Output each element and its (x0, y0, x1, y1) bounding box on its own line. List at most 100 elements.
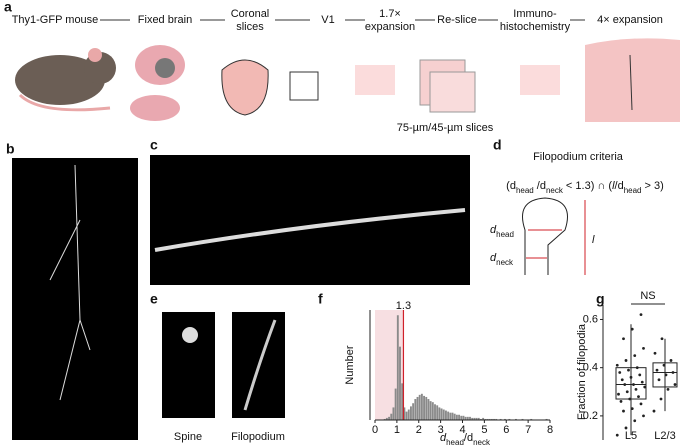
bar (447, 411, 450, 420)
bar (464, 416, 467, 420)
bar (455, 414, 458, 420)
point (624, 426, 628, 430)
point (624, 359, 628, 362)
bar (445, 410, 447, 420)
y-tick-label: 0.2 (583, 410, 598, 422)
formula-part: head (624, 186, 642, 195)
point (669, 359, 673, 362)
x-axis-label-part: d (440, 432, 447, 444)
point (633, 419, 637, 423)
panel-label: d (493, 137, 502, 153)
dendrite-c (154, 208, 466, 252)
bar (414, 399, 417, 420)
head-label: dhead (490, 224, 514, 239)
bar (431, 402, 434, 420)
bar (440, 408, 443, 420)
point (627, 368, 630, 372)
bar (451, 412, 454, 420)
x-tick-label: 0 (372, 424, 378, 436)
panel-a-art (15, 19, 680, 123)
bar (486, 418, 489, 420)
bar (405, 411, 408, 420)
point (642, 346, 645, 350)
point (643, 385, 647, 389)
formula-part: /d (615, 180, 624, 192)
bar (383, 418, 386, 420)
point (657, 378, 661, 382)
bar (412, 403, 415, 420)
length-label: l (592, 234, 595, 246)
point (652, 409, 656, 413)
formula-part: < 1.3) ∩ ( (563, 180, 613, 192)
bar (429, 401, 432, 420)
spine-head (182, 327, 198, 343)
point (638, 373, 642, 377)
point (625, 390, 629, 394)
filopodium (243, 319, 277, 411)
bar (434, 404, 436, 420)
slice-note: 75-µm/45-µm slices (397, 122, 494, 134)
panel-label: f (318, 291, 323, 307)
category-label: L2/3 (654, 430, 675, 442)
x-axis-label: dhead/dneck (440, 432, 491, 447)
bar (438, 407, 441, 420)
head-label-part: head (496, 230, 514, 239)
filopodium-diagram (522, 197, 568, 275)
formula-part: neck (546, 186, 564, 195)
point (659, 397, 663, 401)
point (660, 337, 664, 341)
bar (394, 388, 397, 420)
bar (545, 418, 548, 420)
bar (403, 407, 406, 420)
formula-part: > 3) (642, 180, 664, 192)
bar (471, 417, 474, 420)
bar (396, 315, 399, 420)
bar (499, 418, 502, 420)
step-label: Re-slice (437, 14, 477, 26)
bar (473, 417, 476, 420)
x-tick-label: 5 (481, 424, 487, 436)
caption: Spine (174, 431, 202, 443)
point (653, 351, 657, 355)
point (618, 371, 622, 374)
x-axis-label-part: neck (473, 438, 491, 447)
bar (460, 415, 463, 420)
point (639, 402, 643, 406)
point (637, 395, 640, 399)
bar (504, 418, 506, 420)
point (662, 363, 666, 367)
formula-part: l (612, 180, 615, 192)
step-label: expansion (365, 21, 415, 33)
x-tick-label: 7 (525, 424, 531, 436)
annotation: NS (640, 290, 655, 302)
step-label: Immuno- (513, 8, 557, 20)
formula: (dhead /dneck < 1.3) ∩ (l/dhead > 3) (506, 180, 664, 195)
bar (442, 409, 445, 420)
bar (401, 383, 404, 420)
point (639, 313, 643, 317)
formula-part: /d (534, 180, 546, 192)
bar (508, 418, 511, 420)
threshold-label: 1.3 (396, 300, 411, 312)
micrograph-b (12, 158, 138, 440)
point (630, 407, 634, 411)
y-tick-label: 0.4 (583, 362, 598, 374)
point (640, 380, 644, 384)
bar (399, 346, 401, 420)
bar (416, 396, 419, 420)
point (634, 387, 638, 391)
bar (466, 416, 469, 420)
point (615, 433, 619, 437)
point (615, 363, 619, 367)
criteria-title: Filopodium criteria (533, 151, 624, 163)
point (630, 327, 634, 331)
x-axis-label-part: head (446, 438, 464, 447)
micrograph-c (150, 155, 470, 285)
x-tick-label: 3 (438, 424, 444, 436)
panel-label: a (4, 0, 12, 15)
bar (392, 407, 395, 420)
bar (453, 413, 456, 420)
bar (469, 416, 471, 420)
bar (477, 417, 480, 420)
formula-part: head (516, 186, 534, 195)
